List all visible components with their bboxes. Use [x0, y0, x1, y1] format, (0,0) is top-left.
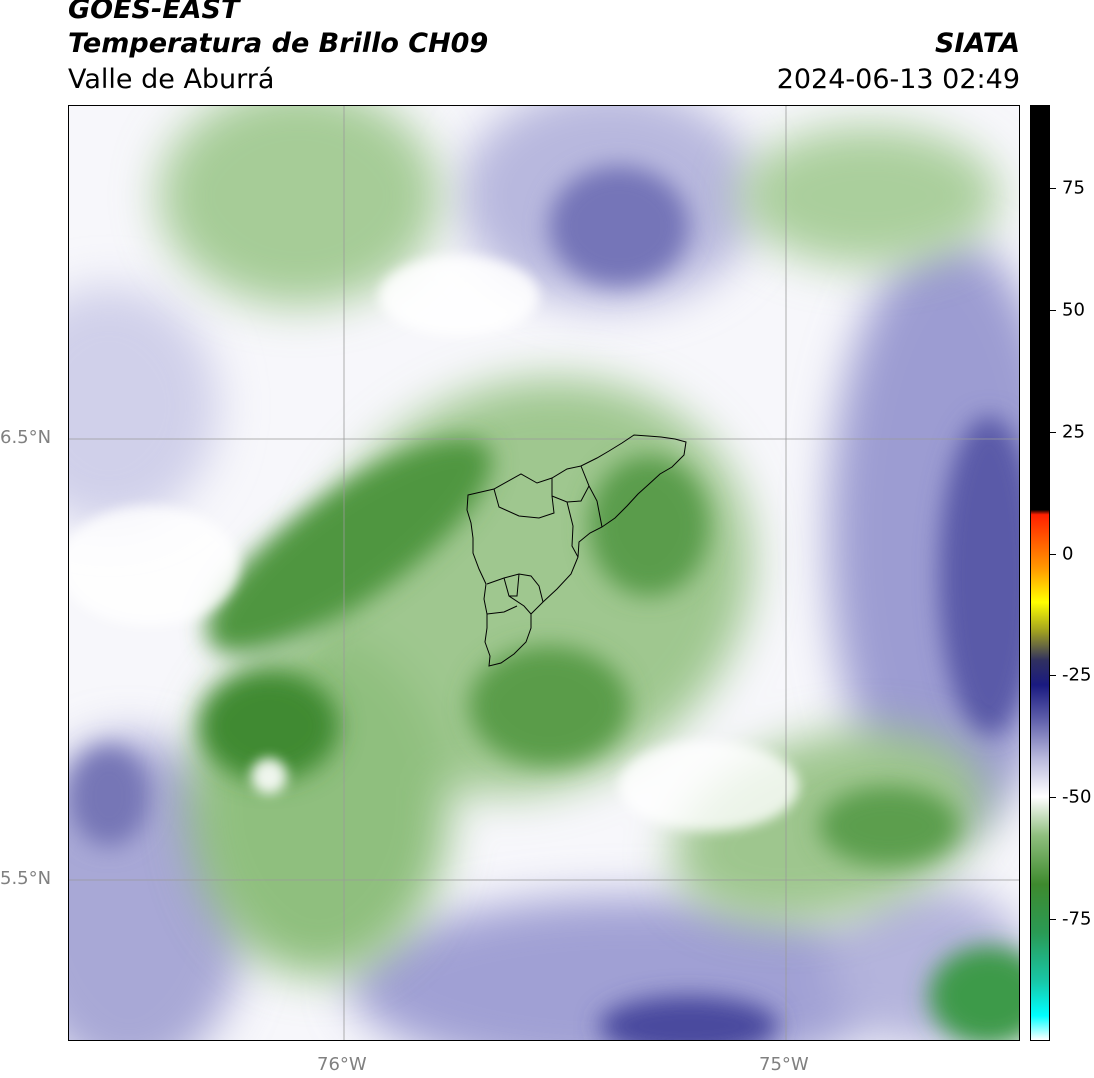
green-core-corner [929, 946, 1019, 1040]
white-gap-west [69, 506, 239, 626]
boundary-municipality-7 [486, 605, 518, 615]
green-core-southwest [199, 671, 339, 781]
green-region-northeast [739, 126, 999, 266]
lat-label-5-5: 5.5°N [0, 868, 52, 889]
colorbar-tick [1050, 919, 1056, 921]
colorbar-tick [1050, 553, 1056, 555]
green-core-east [589, 456, 709, 596]
valle-de-aburra-boundaries [466, 434, 687, 667]
gridlines [69, 106, 1019, 1040]
colorbar-tick-label: 25 [1062, 421, 1085, 443]
purple-core-south [599, 996, 779, 1040]
colorbar-tick-label: 75 [1062, 177, 1085, 199]
lon-label-76w: 76°W [317, 1054, 367, 1075]
purple-region-south [349, 896, 909, 1040]
colorbar-tick [1050, 309, 1056, 311]
boundary-municipality-6 [503, 577, 532, 615]
title-product: Temperatura de Brillo CH09 [68, 28, 489, 59]
colorbar-tick [1050, 187, 1056, 189]
purple-core-east [939, 416, 1019, 736]
colorbar-gradient [1031, 106, 1049, 1040]
title-satellite: GOES-EAST [68, 0, 240, 25]
lat-label-6-5: 6.5°N [0, 427, 52, 448]
boundary-municipality-3 [566, 501, 579, 558]
colorbar-tick [1050, 797, 1056, 799]
map-panel [68, 105, 1020, 1041]
subtitle-datetime: 2024-06-13 02:49 [776, 64, 1020, 95]
colorbar-tick [1050, 675, 1056, 677]
boundary-municipality-5 [486, 573, 544, 603]
colorbar-tick-label: 50 [1062, 299, 1085, 321]
boundary-municipality-2 [551, 465, 590, 503]
boundary-outline [466, 434, 687, 667]
green-core-band [206, 438, 492, 654]
colorbar-tick-label: -75 [1062, 908, 1092, 930]
colorbar [1030, 105, 1050, 1041]
lon-label-75w: 75°W [759, 1054, 809, 1075]
green-core-southeast [819, 786, 959, 866]
green-core-center [469, 646, 629, 766]
brightness-temperature-map [69, 106, 1019, 1040]
title-agency: SIATA [934, 28, 1020, 59]
subtitle-region: Valle de Aburrá [68, 64, 275, 95]
white-gap-north [379, 256, 539, 336]
cloud-field-purple-core [69, 166, 1019, 1040]
purple-region-west [69, 286, 219, 526]
purple-core-north [549, 166, 689, 286]
boundary-municipality-8 [509, 573, 520, 597]
purple-core-southwest [69, 746, 149, 846]
white-gap-southeast [619, 741, 799, 831]
colorbar-tick-label: -25 [1062, 664, 1092, 686]
cloud-field-green-core [199, 438, 1019, 1040]
white-gap-southwest-hole [251, 758, 287, 794]
cloud-field-highlights [69, 256, 799, 831]
colorbar-tick-label: -50 [1062, 786, 1092, 808]
colorbar-tick-label: 0 [1062, 543, 1074, 564]
green-region-northwest [159, 106, 439, 306]
colorbar-tick [1050, 431, 1056, 433]
boundary-municipality-4 [588, 485, 603, 528]
